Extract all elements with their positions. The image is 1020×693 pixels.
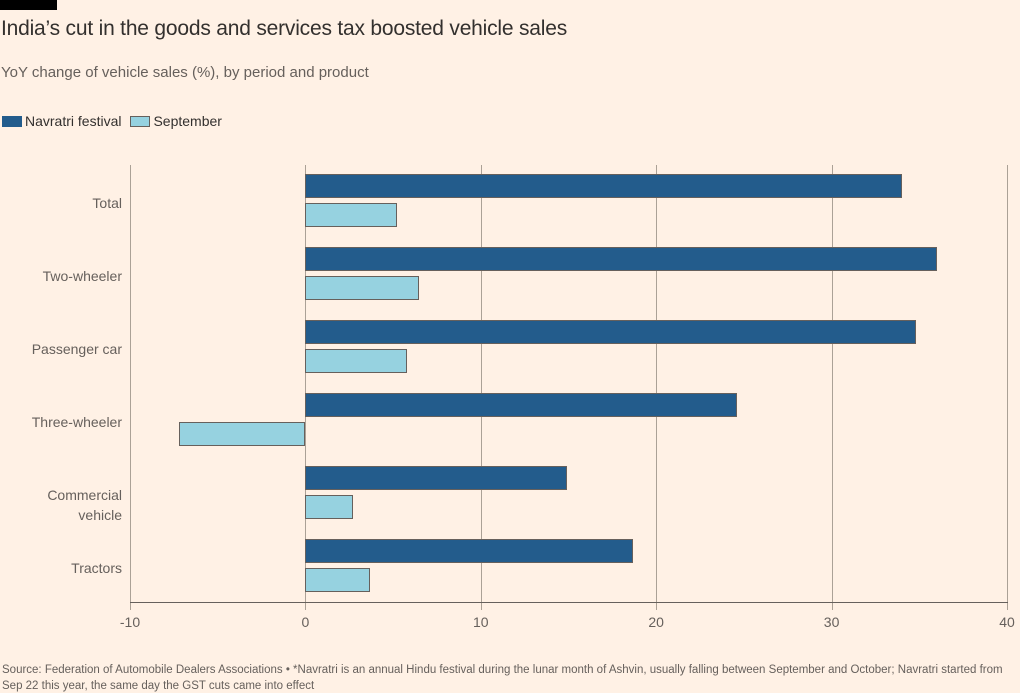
legend-label-navratri-festival: Navratri festival [25, 113, 122, 129]
legend-swatch-navratri-festival [2, 115, 22, 127]
category-label-tractors: Tractors [71, 560, 122, 576]
gridline-40 [1007, 165, 1008, 610]
chart-subtitle: YoY change of vehicle sales (%), by peri… [1, 64, 369, 81]
gridline--10 [130, 165, 131, 610]
legend: Navratri festival September [2, 113, 222, 129]
gridline-20 [656, 165, 658, 610]
bar-commercial-vehicle-september [305, 495, 353, 519]
x-tick-label-30: 30 [823, 614, 840, 630]
chart-title: India’s cut in the goods and services ta… [1, 17, 568, 40]
legend-item-september: September [130, 113, 222, 129]
bar-two-wheeler-september [305, 276, 420, 300]
gridline-30 [831, 165, 833, 610]
bar-three-wheeler-navratri-festival [305, 393, 737, 417]
category-label-commercial-vehicle: Commercial vehicle [47, 487, 122, 523]
category-label-two-wheeler: Two-wheeler [42, 268, 122, 284]
x-tick-label--10: -10 [119, 614, 141, 630]
legend-label-september: September [153, 113, 222, 129]
bar-three-wheeler-september [179, 422, 306, 446]
bar-tractors-september [305, 568, 371, 592]
gridline-10 [480, 165, 482, 610]
category-label-three-wheeler: Three-wheeler [31, 414, 122, 430]
x-axis-line [130, 602, 1008, 603]
bar-two-wheeler-navratri-festival [305, 247, 937, 271]
gridline-0 [305, 165, 307, 610]
x-tick-label-10: 10 [473, 614, 489, 630]
legend-swatch-september [130, 115, 151, 127]
legend-item-navratri-festival: Navratri festival [2, 113, 121, 129]
source-note: Source: Federation of Automobile Dealers… [2, 664, 1003, 692]
category-label-passenger-car: Passenger car [31, 341, 122, 357]
category-label-total: Total [92, 195, 122, 211]
x-tick-label-0: 0 [301, 614, 310, 630]
bar-passenger-car-navratri-festival [305, 320, 916, 344]
bar-total-navratri-festival [305, 174, 902, 198]
plot-area: -10 0 10 20 30 40 [120, 165, 1015, 630]
x-tick-label-40: 40 [999, 614, 1015, 630]
x-tick-label-20: 20 [648, 614, 664, 630]
bar-passenger-car-september [305, 349, 408, 373]
bar-commercial-vehicle-navratri-festival [305, 466, 567, 490]
brand-bar [0, 0, 57, 10]
bar-total-september [305, 203, 397, 227]
bar-tractors-navratri-festival [305, 539, 634, 563]
